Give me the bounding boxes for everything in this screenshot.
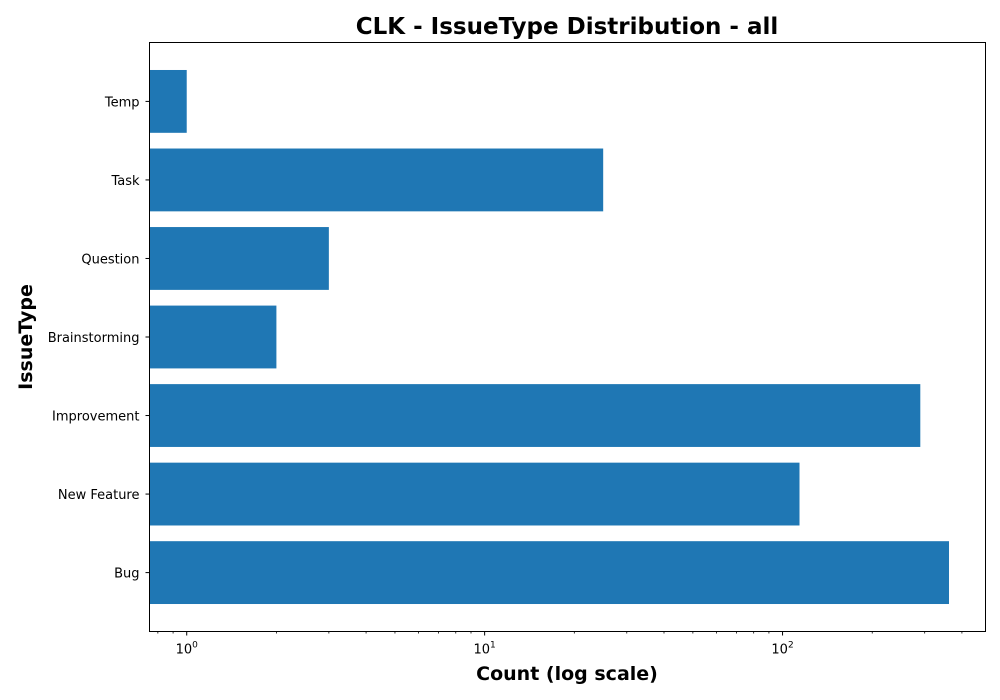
x-tick-label-base: 10 [473, 643, 490, 658]
bar-new-feature [149, 462, 800, 526]
bar-task [149, 148, 604, 212]
chart-title: CLK - IssueType Distribution - all [356, 14, 778, 40]
bar-question [149, 227, 329, 290]
y-tick-label: Brainstorming [48, 331, 140, 346]
x-tick-label-base: 10 [771, 643, 788, 658]
x-tick-label: 100 [176, 641, 199, 658]
x-tick-label-base: 10 [176, 643, 193, 658]
x-tick-label: 101 [473, 641, 495, 658]
x-tick-label: 102 [771, 641, 793, 658]
x-axis: 100 101 102 [157, 631, 963, 658]
x-tick-label-exponent: 0 [192, 641, 198, 651]
y-tick-label: Temp [104, 95, 140, 110]
y-tick-label: Question [81, 252, 139, 267]
bar-bug [149, 541, 949, 605]
y-tick-label: Bug [114, 567, 139, 582]
bar-brainstorming [149, 305, 277, 369]
x-tick-label-exponent: 2 [788, 641, 794, 651]
bar-temp [149, 69, 187, 133]
x-axis-label: Count (log scale) [476, 663, 658, 685]
y-tick-label: Task [110, 174, 140, 189]
y-tick-label: Improvement [52, 410, 139, 425]
x-tick-label-exponent: 1 [490, 641, 496, 651]
y-tick-label: New Feature [58, 488, 140, 503]
bar-improvement [149, 384, 921, 447]
y-axis-label: IssueType [15, 284, 37, 390]
y-axis: Temp Task Question Brainstorming Improvement… [48, 95, 150, 582]
bars-group [149, 69, 949, 605]
